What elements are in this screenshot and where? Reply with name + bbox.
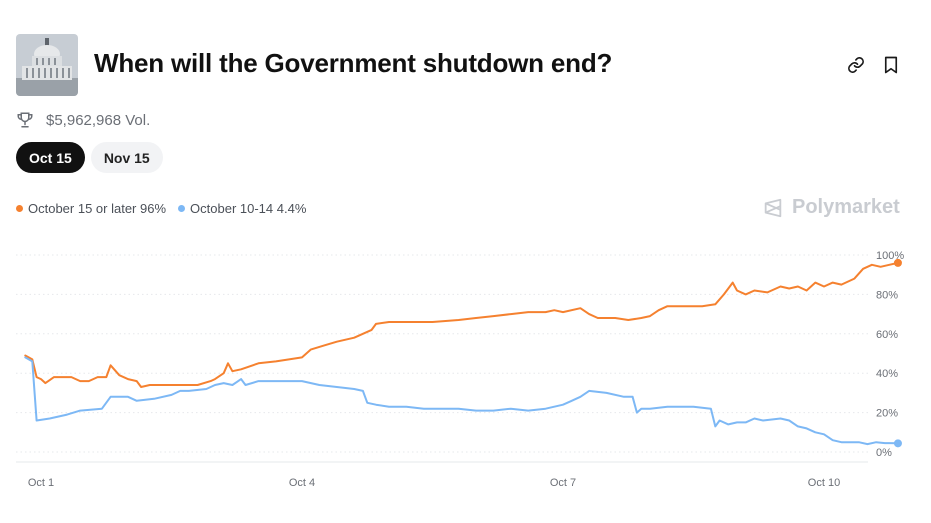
series-endpoint-oct-15-or-later bbox=[893, 258, 902, 267]
polymarket-logo-icon bbox=[764, 198, 782, 217]
y-tick-label: 60% bbox=[876, 329, 898, 341]
x-tick-label: Oct 10 bbox=[808, 477, 840, 489]
bookmark-icon bbox=[884, 56, 898, 74]
price-history-chart[interactable]: 100%80%60%40%20%0%Oct 1 Oct 4 Oct 7 Oct 10 bbox=[0, 230, 931, 523]
x-tick-label: Oct 1 bbox=[28, 477, 54, 489]
series-line-oct-15-or-later bbox=[24, 261, 899, 388]
y-tick-label: 0% bbox=[876, 447, 892, 459]
legend-item-oct-10-14: October 10-14 4.4% bbox=[178, 201, 306, 216]
polymarket-watermark: Polymarket bbox=[762, 196, 900, 219]
volume-text: $5,962,968 Vol. bbox=[46, 111, 151, 129]
capitol-icon bbox=[16, 34, 78, 96]
y-tick-label: 80% bbox=[876, 289, 898, 301]
date-tabs: Oct 15 Nov 15 bbox=[16, 142, 163, 173]
page-title: When will the Government shutdown end? bbox=[94, 48, 613, 78]
legend-label: October 10-14 4.4% bbox=[190, 201, 307, 216]
x-tick-label: Oct 7 bbox=[550, 477, 576, 489]
legend-label: October 15 or later 96% bbox=[28, 201, 167, 216]
chart-legend: October 15 or later 96% October 10-14 4.… bbox=[16, 201, 306, 216]
bookmark-button[interactable] bbox=[880, 54, 902, 76]
brand-name: Polymarket bbox=[792, 196, 900, 218]
market-thumbnail bbox=[16, 34, 78, 96]
series-line-oct-10-14 bbox=[24, 356, 899, 446]
volume-info: $5,962,968 Vol. bbox=[16, 111, 150, 129]
x-tick-label: Oct 4 bbox=[289, 477, 315, 489]
y-tick-label: 20% bbox=[876, 408, 898, 420]
legend-dot-blue bbox=[178, 205, 186, 212]
series-endpoint-oct-10-14 bbox=[893, 439, 902, 448]
tab-oct-15[interactable]: Oct 15 bbox=[16, 142, 85, 173]
copy-link-button[interactable] bbox=[845, 54, 867, 76]
y-tick-label: 40% bbox=[876, 368, 898, 380]
legend-dot-orange bbox=[16, 205, 23, 212]
trophy-icon bbox=[17, 112, 33, 128]
legend-item-oct-15-or-later: October 15 or later 96% bbox=[16, 201, 166, 216]
link-icon bbox=[848, 57, 864, 73]
tab-nov-15[interactable]: Nov 15 bbox=[90, 142, 163, 173]
